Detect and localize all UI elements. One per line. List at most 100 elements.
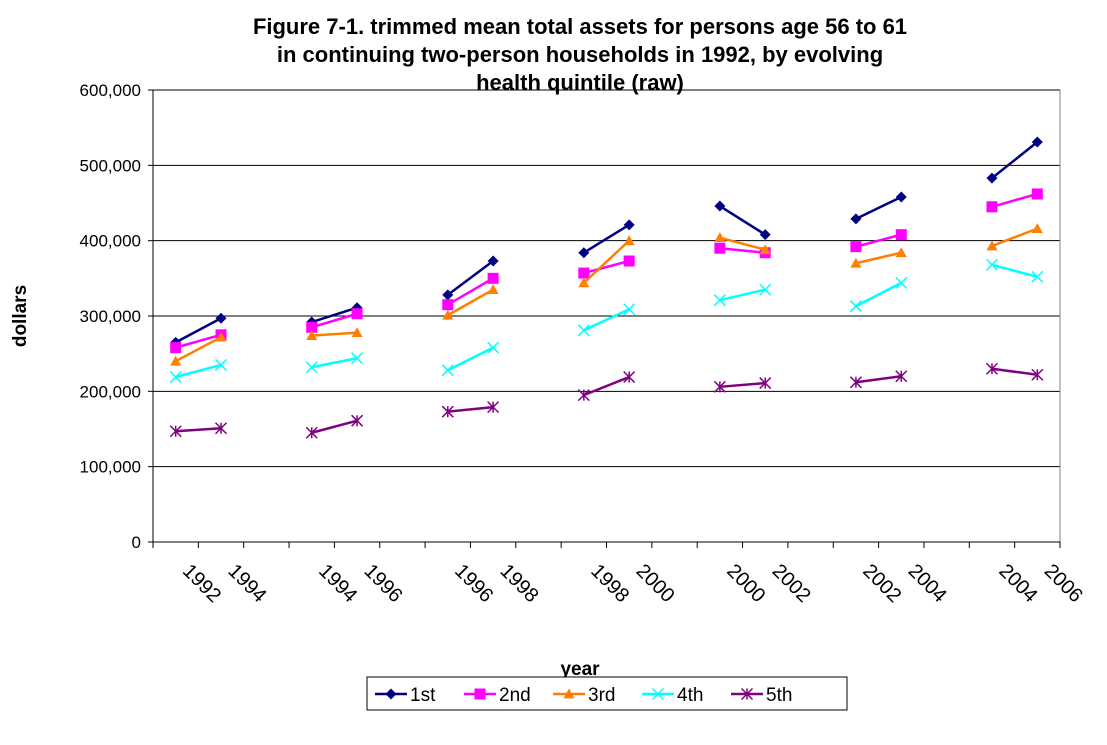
y-axis-label: dollars [10,285,31,347]
series-line [175,227,1038,363]
marker [714,242,726,254]
chart-title: in continuing two-person households in 1… [277,42,883,67]
marker [651,687,665,701]
marker [850,257,862,268]
marker [487,401,500,414]
marker [385,688,397,700]
marker [578,277,590,288]
legend-label: 1st [410,685,436,706]
y-tick-label: 200,000 [80,382,141,401]
marker [442,309,454,320]
marker [351,327,363,337]
marker [578,267,590,279]
marker [895,229,907,241]
marker [1031,136,1043,148]
marker [986,240,998,251]
marker [623,370,636,384]
legend-label: 2nd [499,685,531,706]
y-tick-label: 100,000 [80,458,141,477]
y-tick-label: 500,000 [80,156,141,175]
marker [169,370,182,384]
marker [563,688,575,699]
series-line [175,141,1039,344]
marker [215,331,227,342]
legend-label: 5th [766,685,792,706]
marker [985,258,999,271]
marker [986,201,998,213]
x-tick-label: 2000 [722,560,769,607]
marker [759,244,771,255]
marker [170,342,182,354]
marker [487,284,499,295]
marker [713,380,726,393]
marker [759,229,771,241]
marker [713,294,726,307]
marker [623,255,635,267]
marker [623,235,635,246]
marker [306,321,318,333]
marker [623,219,635,231]
marker [170,355,182,366]
x-tick-label: 1996 [450,560,497,607]
x-tick-label: 2006 [1040,560,1087,607]
x-tick-label: 2002 [768,560,815,607]
marker [305,361,318,374]
marker [740,687,754,701]
x-tick-label: 1992 [178,560,225,607]
x-tick-label: 2002 [858,560,905,607]
marker [849,300,862,313]
marker [214,422,228,435]
marker [441,405,454,418]
marker [577,389,590,402]
marker [169,425,182,438]
y-tick-label: 300,000 [80,307,141,326]
marker [759,283,772,296]
series-line [175,367,1038,434]
marker [306,330,318,340]
y-tick-label: 600,000 [80,81,141,100]
marker [441,364,454,377]
marker [351,352,364,365]
series-line [175,192,1038,349]
marker [895,191,907,203]
marker [487,255,499,267]
marker [215,312,227,324]
marker [623,303,636,316]
x-tick-label: 1998 [586,560,633,607]
marker [474,688,486,700]
series-line [175,263,1038,379]
x-tick-label: 2000 [632,560,679,607]
y-tick-label: 400,000 [80,232,141,251]
marker [1031,270,1044,283]
marker [714,232,726,243]
marker [442,299,454,311]
x-axis-label: year [560,659,600,680]
marker [214,358,228,371]
marker [714,200,726,212]
y-tick-label: 0 [132,533,141,552]
marker [850,241,862,253]
marker [895,247,907,258]
x-tick-label: 2004 [904,560,951,607]
marker [577,324,590,337]
marker [759,377,772,390]
marker [351,308,363,320]
marker [351,414,364,427]
marker [895,370,908,383]
marker [986,172,998,184]
marker [578,247,590,259]
x-tick-label: 1998 [496,560,543,607]
x-tick-label: 2004 [994,560,1041,607]
x-tick-label: 1996 [360,560,407,607]
marker [487,272,499,284]
legend-label: 4th [677,685,703,706]
marker [305,426,318,439]
marker [1031,188,1043,200]
chart-title: health quintile (raw) [476,70,684,95]
marker [849,376,862,389]
marker [442,289,454,301]
x-tick-label: 1994 [223,560,270,607]
legend-box [366,676,848,711]
